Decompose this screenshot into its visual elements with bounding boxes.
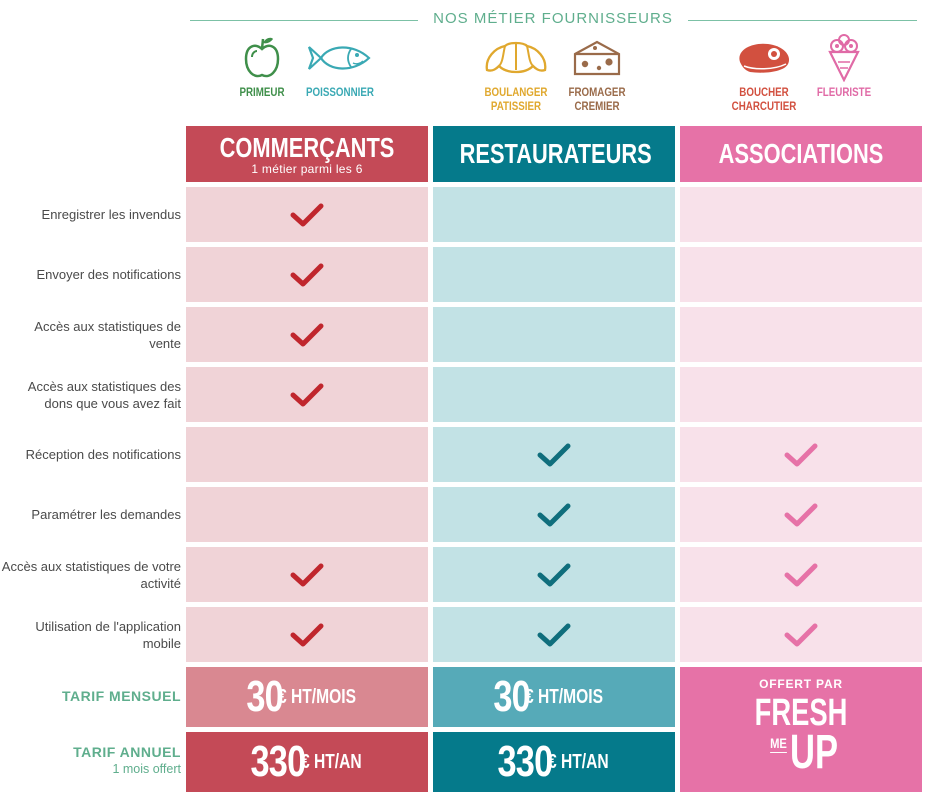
associations-offer: OFFERT PAR FRESH ME UP: [680, 667, 922, 792]
table-cell: [433, 607, 675, 662]
column-header-commercants: COMMERÇANTS 1 métier parmi les 6: [186, 126, 428, 182]
tarif-subtitle: 1 mois offert: [112, 762, 181, 776]
brand-logo: ME UP: [680, 729, 922, 777]
checkmark-icon: [784, 623, 818, 646]
croissant-icon: [476, 32, 556, 84]
checkmark-icon: [784, 563, 818, 586]
table-cell: [186, 367, 428, 422]
table-cell: [680, 187, 922, 242]
price-commercants-monthly: 30 € HT/MOIS: [186, 667, 428, 727]
table-cell: [433, 307, 675, 362]
row-label: Utilisation de l'application mobile: [35, 618, 181, 651]
supplier-boulanger: BOULANGER PATISSIER: [476, 32, 556, 114]
table-cell: [186, 607, 428, 662]
table-cell: [186, 187, 428, 242]
table-cell: [433, 427, 675, 482]
table-cell: [186, 547, 428, 602]
brand-me: ME: [770, 735, 787, 753]
table-cell: [680, 367, 922, 422]
supplier-label: BOUCHER CHARCUTIER: [731, 87, 797, 113]
table-cell: [680, 487, 922, 542]
row-label: Enregistrer les invendus: [41, 207, 181, 222]
table-cell: [680, 607, 922, 662]
row-label: Réception des notifications: [25, 447, 181, 462]
table-cell: [433, 247, 675, 302]
checkmark-icon: [290, 563, 324, 586]
checkmark-icon: [537, 443, 571, 466]
suppliers-title: NOS MÉTIER FOURNISSEURS: [433, 10, 673, 27]
column-subtitle: 1 métier parmi les 6: [251, 162, 363, 176]
brand-up: UP: [790, 726, 839, 779]
checkmark-icon: [537, 563, 571, 586]
tarif-title: TARIF MENSUEL: [61, 688, 181, 704]
checkmark-icon: [290, 323, 324, 346]
checkmark-icon: [537, 623, 571, 646]
table-cell: [433, 187, 675, 242]
checkmark-icon: [784, 503, 818, 526]
row-label: Paramétrer les demandes: [31, 507, 181, 522]
table-cell: [186, 427, 428, 482]
table-cell: [680, 247, 922, 302]
price-restaurateurs-annual: 330 € HT/AN: [433, 732, 675, 792]
checkmark-icon: [290, 623, 324, 646]
row-label: Accès aux statistiques des dons que vous…: [27, 378, 181, 411]
price-unit: € HT/AN: [301, 750, 362, 773]
divider: [688, 20, 917, 21]
cheese-icon: [557, 32, 637, 84]
table-cell: [433, 547, 675, 602]
suppliers-header: NOS MÉTIER FOURNISSEURS: [190, 8, 917, 32]
supplier-label: FROMAGER CREMIER: [568, 87, 626, 113]
table-cell: [186, 307, 428, 362]
table-cell: [433, 367, 675, 422]
supplier-fromager: FROMAGER CREMIER: [557, 32, 637, 114]
column-header-associations: ASSOCIATIONS: [680, 126, 922, 182]
table-cell: [680, 427, 922, 482]
price-value: 30: [245, 672, 283, 721]
price-value: 330: [250, 737, 306, 786]
price-unit: € HT/AN: [548, 750, 609, 773]
row-label: Envoyer des notifications: [36, 267, 181, 282]
supplier-fleuriste: FLEURISTE: [804, 32, 884, 100]
checkmark-icon: [784, 443, 818, 466]
price-commercants-annual: 330 € HT/AN: [186, 732, 428, 792]
fish-icon: [300, 32, 380, 84]
column-header-restaurateurs: RESTAURATEURS: [433, 126, 675, 182]
table-cell: [680, 547, 922, 602]
tarif-annuel-label: TARIF ANNUEL 1 mois offert: [0, 744, 181, 776]
supplier-label: FLEURISTE: [816, 87, 872, 99]
offer-text: OFFERT PAR: [759, 677, 843, 691]
brand-fresh: FRESH: [754, 692, 848, 734]
apple-icon: [222, 32, 302, 84]
price-unit: € HT/MOIS: [278, 685, 357, 708]
flower-bouquet-icon: [804, 32, 884, 84]
divider: [190, 20, 418, 21]
column-title: COMMERÇANTS: [219, 132, 395, 163]
supplier-label: POISSONNIER: [306, 87, 374, 99]
price-value: 30: [492, 672, 530, 721]
row-label: Accès aux statistiques de vente: [34, 318, 181, 351]
checkmark-icon: [290, 203, 324, 226]
row-label: Accès aux statistiques de votre activité: [1, 558, 181, 591]
checkmark-icon: [537, 503, 571, 526]
price-restaurateurs-monthly: 30 € HT/MOIS: [433, 667, 675, 727]
supplier-primeur: PRIMEUR: [222, 32, 302, 100]
supplier-label: BOULANGER PATISSIER: [484, 87, 548, 113]
checkmark-icon: [290, 383, 324, 406]
table-cell: [186, 487, 428, 542]
supplier-poissonnier: POISSONNIER: [300, 32, 380, 100]
column-title: RESTAURATEURS: [459, 138, 652, 169]
tarif-title: TARIF ANNUEL: [73, 744, 181, 760]
checkmark-icon: [290, 263, 324, 286]
table-cell: [433, 487, 675, 542]
price-unit: € HT/MOIS: [525, 685, 604, 708]
column-title: ASSOCIATIONS: [718, 138, 884, 169]
supplier-boucher: BOUCHER CHARCUTIER: [724, 32, 804, 114]
table-cell: [680, 307, 922, 362]
tarif-mensuel-label: TARIF MENSUEL: [0, 688, 181, 704]
price-value: 330: [497, 737, 553, 786]
table-cell: [186, 247, 428, 302]
supplier-label: PRIMEUR: [239, 87, 285, 99]
steak-icon: [724, 32, 804, 84]
